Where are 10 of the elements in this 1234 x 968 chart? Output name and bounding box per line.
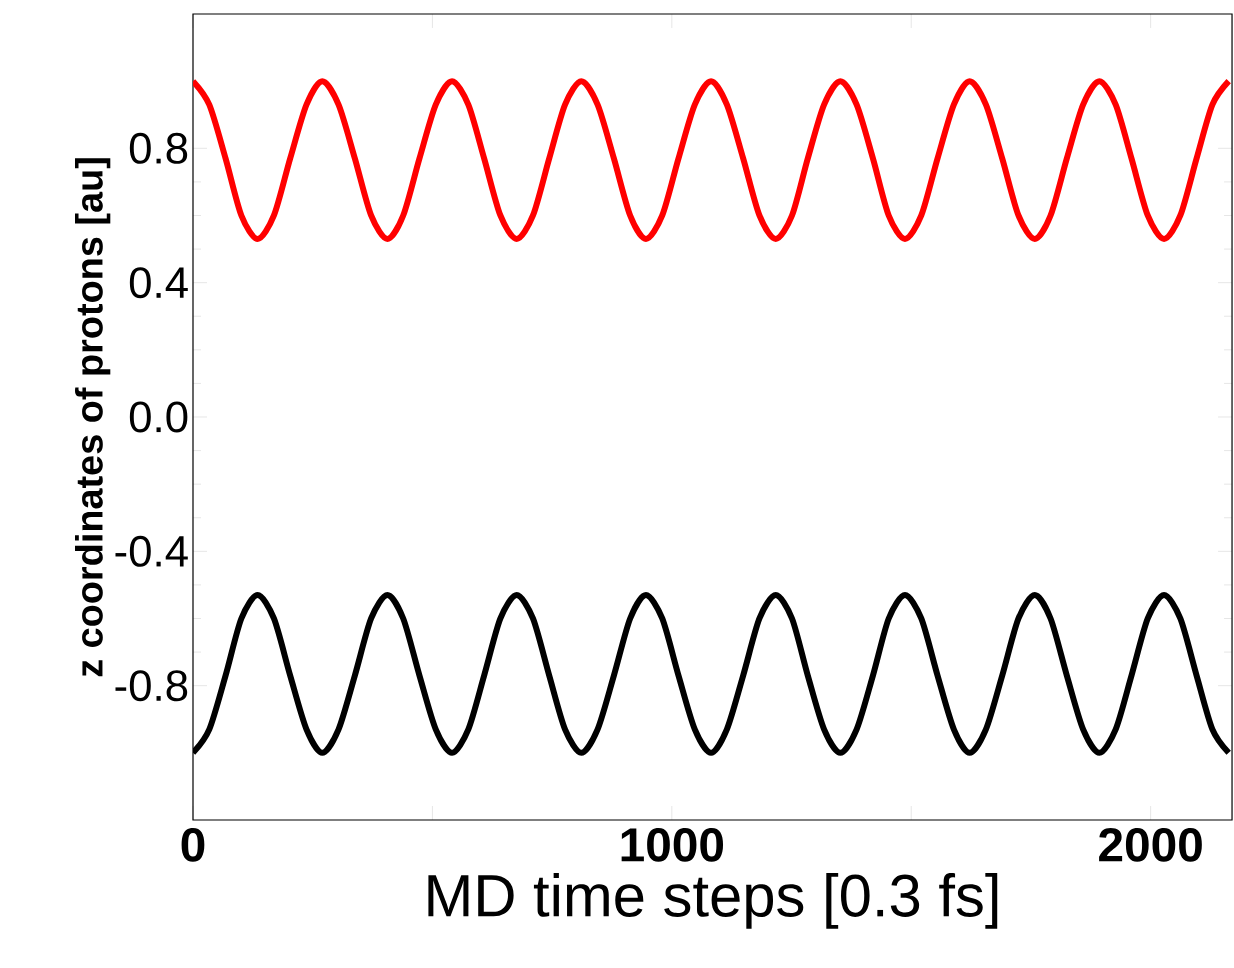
- x-tick-label: 2000: [1099, 827, 1202, 862]
- x-axis-title: MD time steps [0.3 fs]: [428, 873, 998, 929]
- x-tick-label: 1000: [621, 827, 724, 862]
- y-tick-label: 0.0: [129, 401, 188, 433]
- x-tick-label: 0: [181, 827, 205, 862]
- y-tick-label: 0.4: [129, 267, 188, 299]
- y-tick-label: -0.4: [115, 535, 188, 567]
- y-tick-label: 0.8: [129, 132, 188, 164]
- y-tick-label: -0.8: [115, 670, 188, 702]
- y-axis-title: z coordinates of protons [au]: [75, 158, 111, 677]
